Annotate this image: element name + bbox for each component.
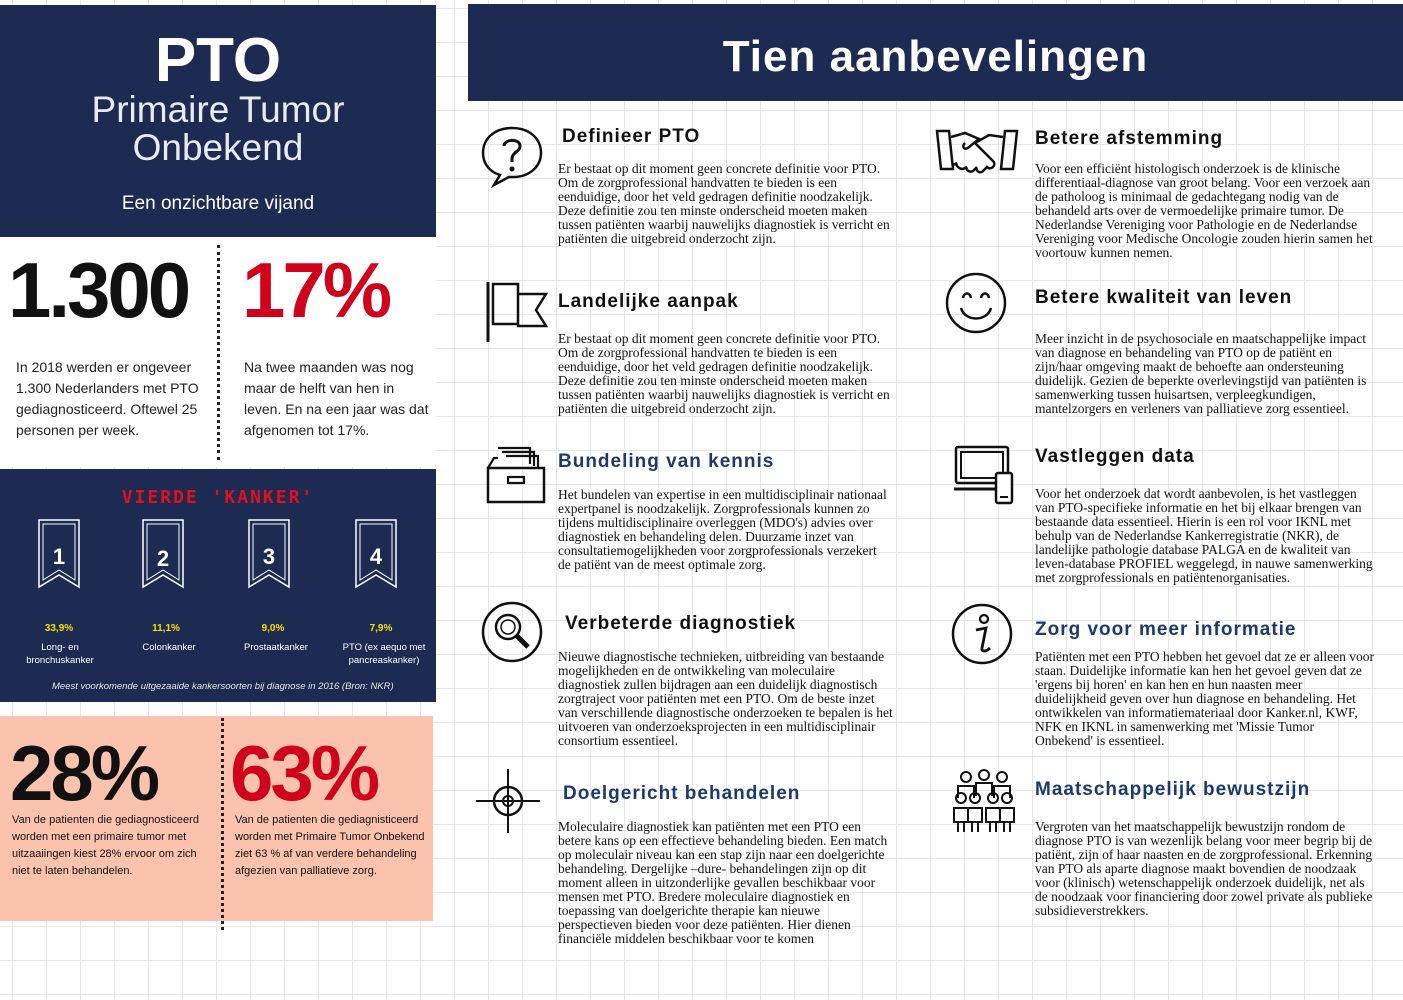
rank-ribbon-icon <box>355 519 397 589</box>
stat-28-value: 28% <box>10 729 160 817</box>
smiley-icon <box>945 272 1007 334</box>
rec-title: Zorg voor meer informatie <box>1035 619 1297 640</box>
rec-text: Het bundelen van expertise in een multid… <box>558 487 887 572</box>
stat-17-text: Na twee maanden was nog maar de helft va… <box>244 359 429 438</box>
stats-panel-bottom: 28% Van de patienten die gediagnosticeer… <box>0 716 433 921</box>
stat-63-text: Van de patienten die gediagnisticeerd wo… <box>235 814 425 877</box>
stat-1300-value: 1.300 <box>8 246 191 334</box>
rec-title: Definieer PTO <box>562 126 701 147</box>
section-title: Tien aanbevelingen <box>722 32 1149 81</box>
rec-text: Patiënten met een PTO hebben het gevoel … <box>1035 649 1374 748</box>
rec-title: Doelgericht behandelen <box>563 783 801 804</box>
rec-text: Vergroten van het maatschappelijk bewust… <box>1035 819 1373 918</box>
footnote: Meest voorkomende uitgezaaide kankersoor… <box>52 681 394 692</box>
rank-percentage: 11,1% <box>152 623 180 634</box>
subtitle-line-2: Onbekend <box>132 127 304 168</box>
stats-panel-top: 1.300 In 2018 werden er ongeveer 1.300 N… <box>0 237 436 467</box>
divider <box>221 718 224 930</box>
rank-percentage: 33,9% <box>44 623 74 634</box>
info-icon <box>951 603 1013 665</box>
rec-text: Er bestaat op dit moment geen concrete d… <box>558 331 890 416</box>
tagline: Een onzichtbare vijand <box>121 193 315 214</box>
rank-number: 4 <box>369 544 383 569</box>
rec-title: Verbeterde diagnostiek <box>565 613 797 634</box>
magnifier-icon <box>481 601 543 663</box>
stat-17-value: 17% <box>242 246 392 334</box>
rec-text: Voor een efficiënt histologisch onderzoe… <box>1035 161 1373 260</box>
rec-text: Er bestaat op dit moment geen concrete d… <box>558 161 890 246</box>
rank-label: Colonkanker <box>142 642 196 653</box>
rec-text: Meer inzicht in de psychosociale en maat… <box>1035 331 1367 416</box>
rec-title: Betere kwaliteit van leven <box>1035 287 1293 308</box>
rank-ribbon-icon <box>142 519 184 589</box>
flag-icon <box>486 282 548 342</box>
subtitle-line-1: Primaire Tumor <box>91 89 345 130</box>
stat-63-value: 63% <box>230 729 380 817</box>
people-group-icon <box>953 769 1015 832</box>
vierde-title: VIERDE 'KANKER' <box>121 487 315 508</box>
rec-title: Vastleggen data <box>1035 446 1195 467</box>
divider <box>217 245 220 460</box>
devices-icon <box>954 445 1014 505</box>
rank-ribbon-icon <box>38 519 80 589</box>
rank-percentage: 7,9% <box>369 623 393 634</box>
handshake-icon <box>935 129 1019 174</box>
rec-title: Betere afstemming <box>1035 128 1224 149</box>
rec-text: Voor het onderzoek dat wordt aanbevolen,… <box>1035 486 1373 585</box>
page-title: PTO <box>154 26 282 95</box>
rank-label: Long- en bronchuskanker <box>26 642 94 666</box>
stat-28-text: Van de patienten die gediagnosticeerd wo… <box>12 814 199 877</box>
rec-text: Nieuwe diagnostische technieken, uitbrei… <box>558 649 893 748</box>
rec-title: Landelijke aanpak <box>558 291 739 312</box>
rank-ribbon-icon <box>248 519 290 589</box>
rank-number: 3 <box>262 544 276 569</box>
crosshair-icon <box>476 769 540 833</box>
tien-header: Tien aanbevelingen <box>468 4 1403 101</box>
rank-percentage: 9,0% <box>261 623 285 634</box>
file-boxes-icon <box>486 446 546 504</box>
rank-label: PTO (ex aequo met pancreaskanker) <box>342 642 426 666</box>
rec-title: Maatschappelijk bewustzijn <box>1035 779 1311 800</box>
pto-header: PTO Primaire Tumor Onbekend Een onzichtb… <box>0 5 436 237</box>
rank-number: 2 <box>156 546 170 571</box>
stat-1300-text: In 2018 werden er ongeveer 1.300 Nederla… <box>16 359 199 438</box>
rec-text: Moleculaire diagnostiek kan patiënten me… <box>558 819 888 946</box>
rank-label: Prostaatkanker <box>244 642 308 653</box>
rank-number: 1 <box>52 544 66 569</box>
subtitle: Primaire Tumor Onbekend <box>0 91 436 167</box>
question-bubble-icon <box>481 126 543 188</box>
vierde-kanker-panel: VIERDE 'KANKER' 1 2 3 4 33,9% 11,1% 9,0%… <box>0 469 436 702</box>
rec-title: Bundeling van kennis <box>558 451 775 472</box>
